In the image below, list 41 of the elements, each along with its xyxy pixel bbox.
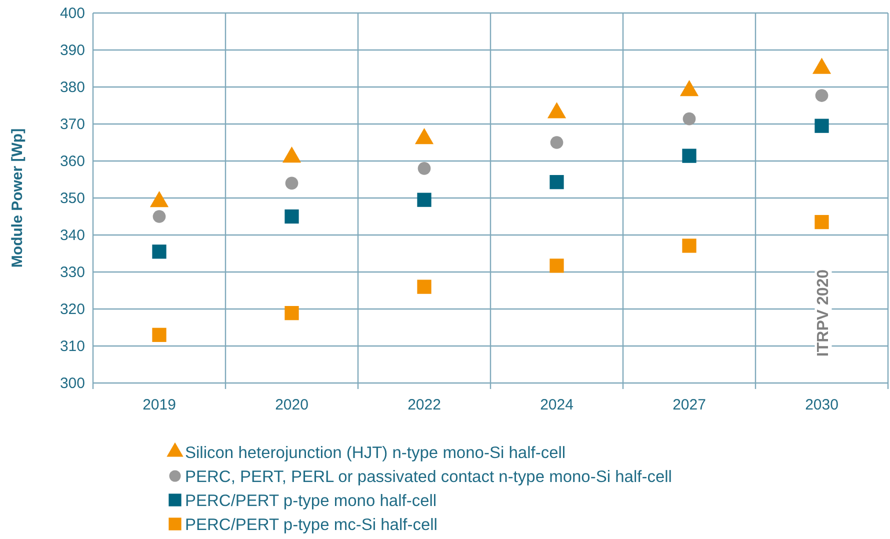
point: [152, 328, 166, 342]
y-tick-label: 370: [60, 116, 85, 133]
point: [814, 214, 829, 230]
y-tick-label: 390: [60, 42, 85, 59]
point: [418, 162, 431, 175]
point: [550, 136, 564, 149]
point: [284, 306, 299, 320]
legend-label: PERC, PERT, PERL or passivated contact n-type mono-Si half-cell: [185, 468, 672, 486]
point: [682, 112, 696, 126]
point: [152, 244, 166, 259]
x-tick-label: 2027: [672, 396, 706, 414]
y-tick-label: 340: [60, 226, 85, 244]
annotation: ITRPV 2020: [814, 269, 832, 357]
point: [815, 89, 828, 102]
point: [682, 238, 696, 253]
point: [814, 118, 829, 133]
y-tick-label: 320: [60, 300, 85, 318]
point: [550, 258, 564, 273]
y-tick-label: 400: [60, 4, 85, 22]
y-tick-label: 310: [60, 338, 85, 355]
x-tick-label: 2024: [540, 396, 574, 414]
point: [550, 175, 564, 190]
y-tick-label: 360: [60, 152, 85, 170]
x-tick-label: 2020: [275, 396, 308, 414]
y-tick-label: 330: [60, 264, 85, 281]
point: [417, 192, 432, 207]
y-axis-title: Module Power [Wp]: [9, 128, 26, 268]
legend-label: Silicon heterojunction (HJT) n-type mono-Si half-cell: [185, 444, 566, 462]
x-tick-label: 2030: [805, 396, 838, 414]
legend-label: PERC/PERT p-type mc-Si half-cell: [185, 516, 438, 534]
point: [682, 148, 696, 163]
legend-label: PERC/PERT p-type mono half-cell: [185, 492, 437, 510]
x-tick-label: 2019: [142, 396, 176, 414]
point: [417, 280, 432, 294]
point: [152, 210, 166, 223]
point: [285, 176, 298, 190]
x-tick-label: 2022: [408, 396, 441, 414]
y-tick-label: 380: [60, 78, 85, 96]
point: [284, 209, 299, 224]
y-tick-label: 350: [60, 190, 85, 207]
y-tick-label: 300: [60, 374, 85, 392]
